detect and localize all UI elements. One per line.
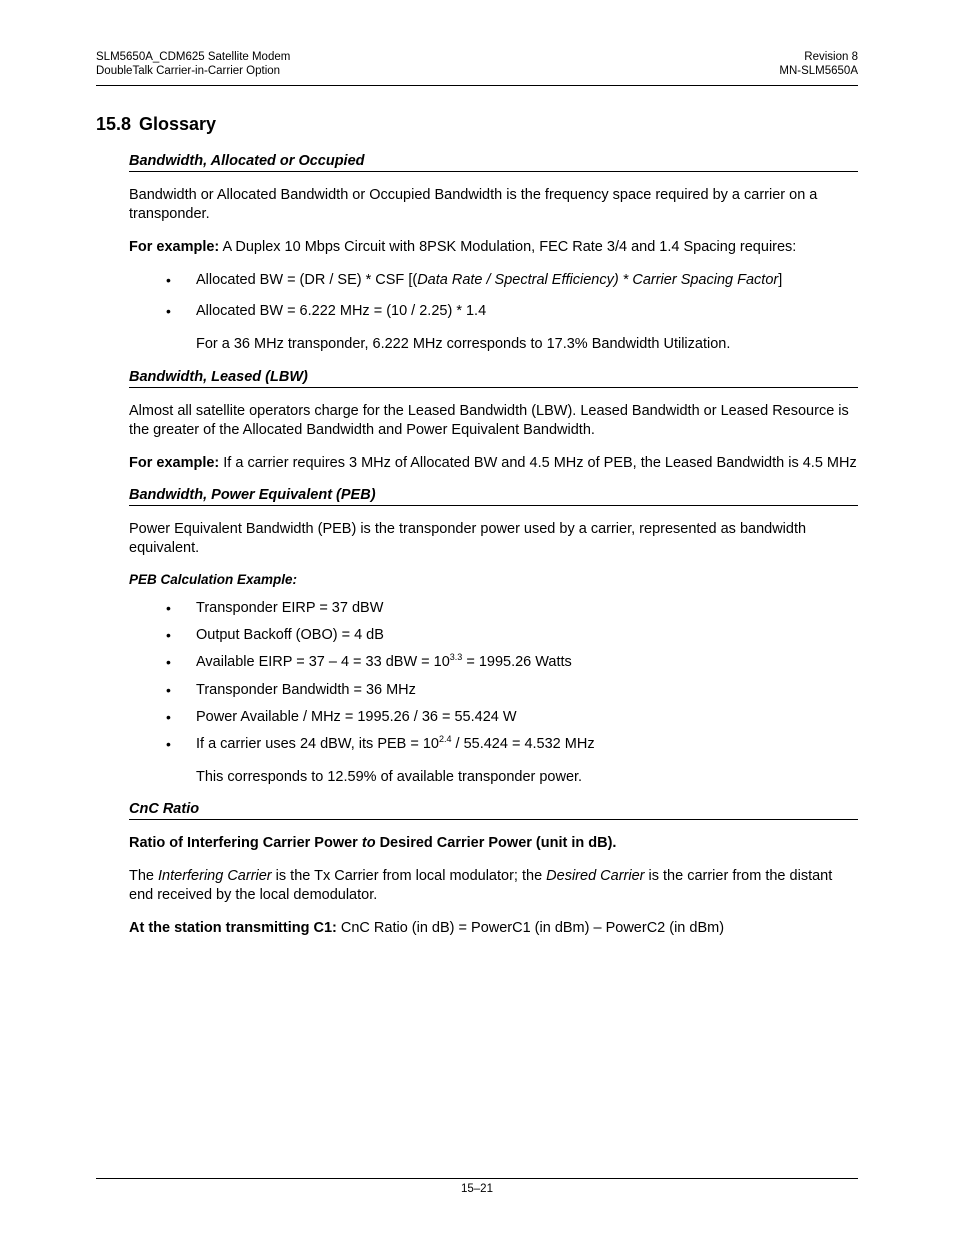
term4-p3-rest: CnC Ratio (in dB) = PowerC1 (in dBm) – P…	[337, 920, 724, 936]
term3-b6-sup: 2.4	[439, 734, 452, 744]
term3-p1: Power Equivalent Bandwidth (PEB) is the …	[129, 520, 858, 558]
term4-p2-b: is the Tx Carrier from local modulator; …	[272, 868, 547, 884]
term1-bullet1: Allocated BW = (DR / SE) * CSF [(Data Ra…	[166, 271, 858, 290]
term1-bullet2: Allocated BW = 6.222 MHz = (10 / 2.25) *…	[166, 302, 858, 321]
term1-sub: For a 36 MHz transponder, 6.222 MHz corr…	[196, 335, 858, 354]
section-heading: 15.8 Glossary	[96, 114, 858, 135]
header-right-line1: Revision 8	[804, 50, 858, 64]
term-heading-allocated: Bandwidth, Allocated or Occupied	[129, 153, 858, 172]
term3-b6-a: If a carrier uses 24 dBW, its PEB = 10	[196, 736, 439, 752]
page-footer: 15–21	[96, 1170, 858, 1195]
term2-p2: For example: If a carrier requires 3 MHz…	[129, 454, 858, 473]
term4-p2-a: The	[129, 868, 158, 884]
document-page: SLM5650A_CDM625 Satellite Modem Revision…	[0, 0, 954, 1235]
term3-bullet3: Available EIRP = 37 – 4 = 33 dBW = 103.3…	[166, 653, 858, 672]
term4-p1-b: Desired Carrier Power (unit in dB).	[376, 835, 617, 851]
page-header: SLM5650A_CDM625 Satellite Modem Revision…	[96, 50, 858, 86]
term3-bullet4: Transponder Bandwidth = 36 MHz	[166, 681, 858, 700]
term1-b1-b: ]	[778, 272, 782, 288]
term-heading-peb: Bandwidth, Power Equivalent (PEB)	[129, 487, 858, 506]
term4-p2-i2: Desired Carrier	[546, 868, 644, 884]
term3-sub: This corresponds to 12.59% of available …	[196, 768, 858, 787]
term3-b3-a: Available EIRP = 37 – 4 = 33 dBW = 10	[196, 654, 450, 670]
term3-b6-b: / 55.424 = 4.532 MHz	[452, 736, 595, 752]
term2-p2-bold: For example:	[129, 455, 219, 471]
page-number: 15–21	[96, 1183, 858, 1195]
section-title: Glossary	[139, 114, 216, 134]
term4-p1-ital: to	[362, 835, 376, 851]
term1-p2-rest: A Duplex 10 Mbps Circuit with 8PSK Modul…	[219, 239, 796, 255]
term1-p2: For example: A Duplex 10 Mbps Circuit wi…	[129, 238, 858, 257]
term4-p1: Ratio of Interfering Carrier Power to De…	[129, 834, 858, 853]
term3-b3-sup: 3.3	[450, 653, 463, 663]
term-heading-cnc: CnC Ratio	[129, 801, 858, 820]
header-left-line1: SLM5650A_CDM625 Satellite Modem	[96, 50, 290, 64]
term3-bullet6: If a carrier uses 24 dBW, its PEB = 102.…	[166, 735, 858, 754]
term4-p1-a: Ratio of Interfering Carrier Power	[129, 835, 362, 851]
term4-p2-i1: Interfering Carrier	[158, 868, 272, 884]
term3-bullet5: Power Available / MHz = 1995.26 / 36 = 5…	[166, 708, 858, 727]
term1-p2-bold: For example:	[129, 239, 219, 255]
term-heading-leased: Bandwidth, Leased (LBW)	[129, 369, 858, 388]
term1-b1-a: Allocated BW = (DR / SE) * CSF [(	[196, 272, 417, 288]
term4-p3-bold: At the station transmitting C1:	[129, 920, 337, 936]
term4-p3: At the station transmitting C1: CnC Rati…	[129, 919, 858, 938]
term1-bullets: Allocated BW = (DR / SE) * CSF [(Data Ra…	[166, 271, 858, 321]
term3-bullet1: Transponder EIRP = 37 dBW	[166, 599, 858, 618]
term2-p2-rest: If a carrier requires 3 MHz of Allocated…	[219, 455, 856, 471]
term3-bullet2: Output Backoff (OBO) = 4 dB	[166, 626, 858, 645]
term3-bullets: Transponder EIRP = 37 dBW Output Backoff…	[166, 599, 858, 754]
footer-rule	[96, 1178, 858, 1179]
section-number: 15.8	[96, 114, 134, 135]
header-rule	[96, 85, 858, 86]
term4-p2: The Interfering Carrier is the Tx Carrie…	[129, 867, 858, 905]
term3-b3-b: = 1995.26 Watts	[462, 654, 572, 670]
term2-p1: Almost all satellite operators charge fo…	[129, 402, 858, 440]
header-right-line2: MN-SLM5650A	[779, 64, 858, 78]
header-left-line2: DoubleTalk Carrier-in-Carrier Option	[96, 64, 280, 78]
term3-subhead: PEB Calculation Example:	[129, 572, 858, 587]
term1-p1: Bandwidth or Allocated Bandwidth or Occu…	[129, 186, 858, 224]
term1-b1-ital: Data Rate / Spectral Efficiency) * Carri…	[417, 272, 778, 288]
